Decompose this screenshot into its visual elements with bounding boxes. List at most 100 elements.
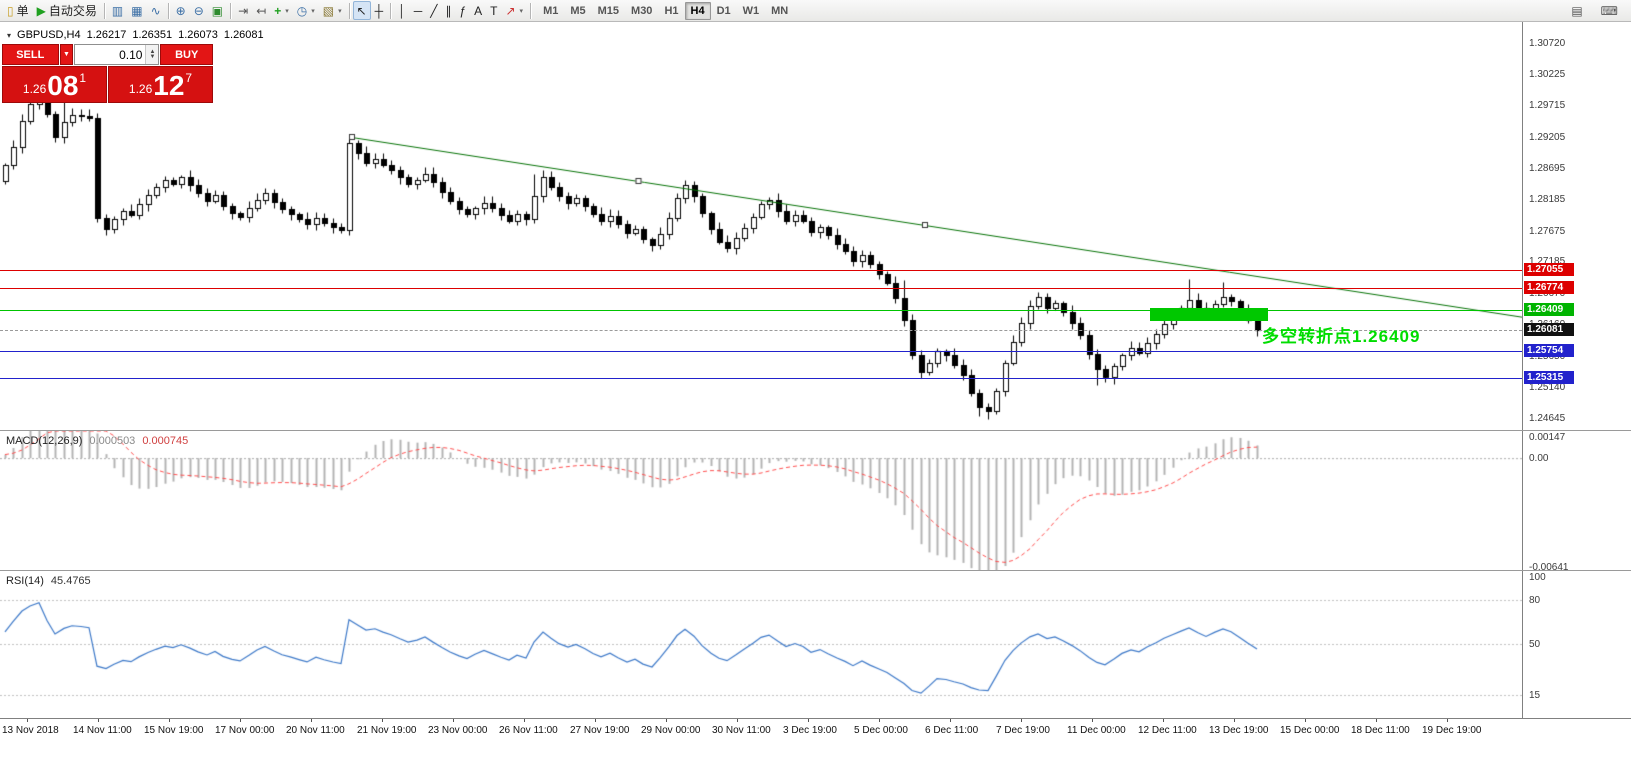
time-tick (1234, 719, 1235, 722)
zoom-out-icon[interactable]: ⊖ (190, 1, 208, 20)
price-axis-label: 1.30720 (1529, 38, 1566, 49)
candlestick-chart-icon[interactable]: ▦ (127, 1, 146, 20)
line-chart-icon[interactable]: ∿ (147, 1, 165, 20)
periods-icon[interactable]: ◷ ▾ (293, 1, 319, 20)
bar-chart-icon[interactable]: ▥ (108, 1, 127, 20)
price-axis-label: 1.24645 (1529, 413, 1566, 424)
buy-price-display[interactable]: 1.26 12 7 (108, 66, 213, 103)
horizontal-line[interactable] (0, 351, 1522, 352)
rsi-label: RSI(14) (6, 575, 44, 587)
horizontal-line[interactable] (0, 288, 1522, 289)
timeframe-m30[interactable]: M30 (631, 4, 653, 17)
timeframe-m5[interactable]: M5 (570, 4, 586, 17)
timeframe-m15[interactable]: M15 (597, 4, 620, 17)
time-axis-label: 21 Nov 19:00 (357, 725, 417, 736)
journal-icon[interactable]: ▤ (1567, 1, 1586, 20)
rsi-axis-label: 50 (1529, 639, 1541, 650)
time-tick (169, 719, 170, 722)
timeframe-m1[interactable]: M1 (543, 4, 559, 17)
trendline-icon[interactable]: ╱ (426, 1, 441, 20)
autotrading-button[interactable]: ▶ 自动交易 (33, 1, 101, 20)
buy-price-prefix: 1.26 (128, 82, 153, 96)
sell-price-display[interactable]: 1.26 08 1 (2, 66, 107, 103)
macd-axis-label: -0.00641 (1529, 561, 1569, 573)
templates-icon-glyph: ▧ (322, 3, 335, 18)
timeframe-h1[interactable]: H1 (664, 4, 679, 17)
timeframe-toolbar: M1 M5 M15 M30 H1 H4 D1 W1 MN (537, 1, 794, 20)
time-tick (240, 719, 241, 722)
price-axis[interactable]: 1.30720 1.30225 1.29715 1.29205 1.28695 1.281… (1522, 22, 1631, 740)
toolbar-right: ▤ ⌨ (1567, 1, 1622, 20)
price-axis-label: 1.25140 (1529, 382, 1566, 393)
vertical-line-icon[interactable]: │ (394, 1, 410, 20)
rsi-panel-splitter[interactable] (0, 570, 1631, 571)
macd-axis-label: 0.00147 (1529, 432, 1566, 443)
volume-input[interactable] (75, 45, 146, 64)
timeframe-w1[interactable]: W1 (742, 4, 760, 17)
toolbar-separator (230, 2, 232, 19)
pivot-annotation-text[interactable]: 多空转折点1.26409 (1262, 327, 1421, 346)
templates-icon[interactable]: ▧ ▾ (319, 1, 346, 20)
macd-chart-canvas[interactable] (0, 431, 1522, 570)
time-tick (1305, 719, 1306, 722)
price-axis-label: 1.29205 (1529, 132, 1566, 143)
horizontal-line-icon[interactable]: ─ (410, 1, 427, 20)
channel-icon[interactable]: ∥ (441, 1, 455, 20)
horizontal-line[interactable] (0, 378, 1522, 379)
trendline-icon-glyph: ╱ (430, 3, 438, 18)
rsi-panel[interactable]: RSI(14) 45.4765 (0, 571, 1522, 717)
timeframe-mn[interactable]: MN (771, 4, 789, 17)
new-order-button[interactable]: ▯ 单 (3, 1, 33, 20)
time-axis[interactable]: 13 Nov 2018 14 Nov 11:00 15 Nov 19:00 17 No… (0, 718, 1631, 742)
macd-panel[interactable]: MACD(12,26,9) 0.000503 0.000745 (0, 431, 1522, 570)
auto-scroll-icon[interactable]: ⇥ (234, 1, 252, 20)
volume-stepper[interactable]: ▲ ▼ (145, 45, 159, 64)
time-tick (524, 719, 525, 722)
pivot-highlight-rectangle[interactable] (1150, 308, 1268, 321)
arrows-icon[interactable]: ↗ ▾ (501, 1, 527, 20)
candlestick-chart-canvas[interactable] (0, 22, 1522, 430)
bid-price-line (0, 330, 1522, 331)
price-axis-label: 1.30225 (1529, 69, 1566, 80)
chevron-down-icon: ▾ (338, 7, 342, 15)
indicators-icon[interactable]: + ▾ (270, 1, 293, 20)
periods-icon-glyph: ◷ (296, 3, 308, 18)
horizontal-line[interactable] (0, 310, 1522, 311)
macd-panel-splitter[interactable] (0, 430, 1631, 431)
crosshair-icon[interactable]: ┼ (371, 1, 388, 20)
horizontal-line[interactable] (0, 270, 1522, 271)
rsi-chart-canvas[interactable] (0, 571, 1522, 717)
vertical-line-icon-glyph: │ (398, 3, 406, 18)
chevron-down-icon: ▾ (311, 7, 315, 15)
keyboard-icon[interactable]: ⌨ (1597, 1, 1622, 20)
time-tick (27, 719, 28, 722)
time-axis-label: 26 Nov 11:00 (499, 725, 558, 736)
zoom-in-icon[interactable]: ⊕ (172, 1, 190, 20)
order-options-dropdown[interactable]: ▼ (59, 44, 74, 65)
price-badge: 1.26774 (1524, 281, 1574, 294)
text-label-icon[interactable]: T (486, 1, 501, 20)
time-axis-label: 20 Nov 11:00 (286, 725, 345, 736)
macd-header: MACD(12,26,9) 0.000503 0.000745 (6, 435, 188, 447)
chevron-down-icon: ▾ (285, 7, 289, 15)
timeframe-d1[interactable]: D1 (716, 4, 731, 17)
time-tick (1376, 719, 1377, 722)
fibonacci-icon[interactable]: ƒ (455, 1, 470, 20)
chart-marker-icon: ▾ (7, 30, 12, 40)
text-icon[interactable]: A (470, 1, 486, 20)
time-tick (595, 719, 596, 722)
toolbar: ▯ 单 ▶ 自动交易 ▥ ▦ ∿ ⊕ ⊖ ▣ ⇥ ↤ + ▾ ◷ ▾ ▧ ▾ ↖ ┼ │ ─ ╱ ∥ ƒ A T ↗ ▾ M1 M5 M15… (0, 0, 1631, 22)
time-axis-label: 17 Nov 00:00 (215, 725, 275, 736)
price-axis-label: 1.28695 (1529, 163, 1566, 174)
time-axis-label: 11 Dec 00:00 (1067, 725, 1126, 736)
chart-area[interactable]: ▾ GBPUSD,H4 1.26217 1.26351 1.26073 1.26… (0, 22, 1522, 430)
timeframe-h4[interactable]: H4 (684, 1, 711, 20)
tile-windows-icon[interactable]: ▣ (208, 1, 227, 20)
cursor-icon[interactable]: ↖ (352, 1, 371, 20)
time-axis-label: 5 Dec 00:00 (854, 725, 908, 736)
line-chart-icon-glyph: ∿ (150, 3, 161, 18)
buy-button[interactable]: BUY (160, 44, 213, 65)
sell-button[interactable]: SELL (2, 44, 59, 65)
chart-shift-icon[interactable]: ↤ (252, 1, 270, 20)
